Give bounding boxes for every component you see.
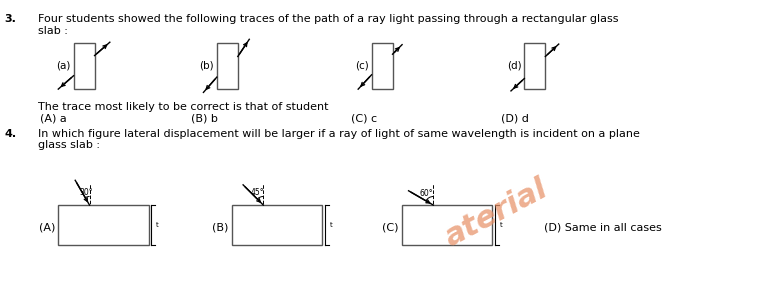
Bar (524, 43, 546, 89)
Text: (D) d: (D) d (502, 113, 529, 123)
Text: t: t (156, 222, 159, 228)
Text: The trace most likely to be correct is that of student: The trace most likely to be correct is t… (38, 102, 329, 112)
Text: t: t (330, 222, 333, 228)
Text: 3.: 3. (5, 14, 17, 24)
Bar (217, 43, 238, 89)
Text: slab :: slab : (38, 26, 68, 36)
Text: (D) Same in all cases: (D) Same in all cases (544, 222, 662, 232)
Text: (A): (A) (39, 222, 55, 232)
Bar (231, 205, 322, 245)
Text: t: t (500, 222, 503, 228)
Text: (B): (B) (212, 222, 229, 232)
Bar (372, 43, 392, 89)
Text: 60°: 60° (420, 189, 433, 198)
Text: (A) a: (A) a (40, 113, 67, 123)
Text: In which figure lateral displacement will be larger if a ray of light of same wa: In which figure lateral displacement wil… (38, 129, 640, 139)
Text: (B) b: (B) b (191, 113, 218, 123)
Text: 4.: 4. (5, 129, 17, 139)
Text: (d): (d) (507, 61, 522, 71)
Bar (58, 205, 149, 245)
Text: (C) c: (C) c (351, 113, 378, 123)
Text: (c): (c) (355, 61, 368, 71)
Text: aterial: aterial (440, 173, 553, 252)
Text: (C): (C) (382, 222, 399, 232)
Bar (402, 205, 492, 245)
Text: 30°: 30° (79, 188, 93, 197)
Text: 45°: 45° (251, 189, 265, 197)
Text: glass slab :: glass slab : (38, 140, 100, 150)
Bar (74, 43, 94, 89)
Text: (b): (b) (200, 61, 214, 71)
Text: (a): (a) (57, 61, 70, 71)
Text: Four students showed the following traces of the path of a ray light passing thr: Four students showed the following trace… (38, 14, 618, 24)
